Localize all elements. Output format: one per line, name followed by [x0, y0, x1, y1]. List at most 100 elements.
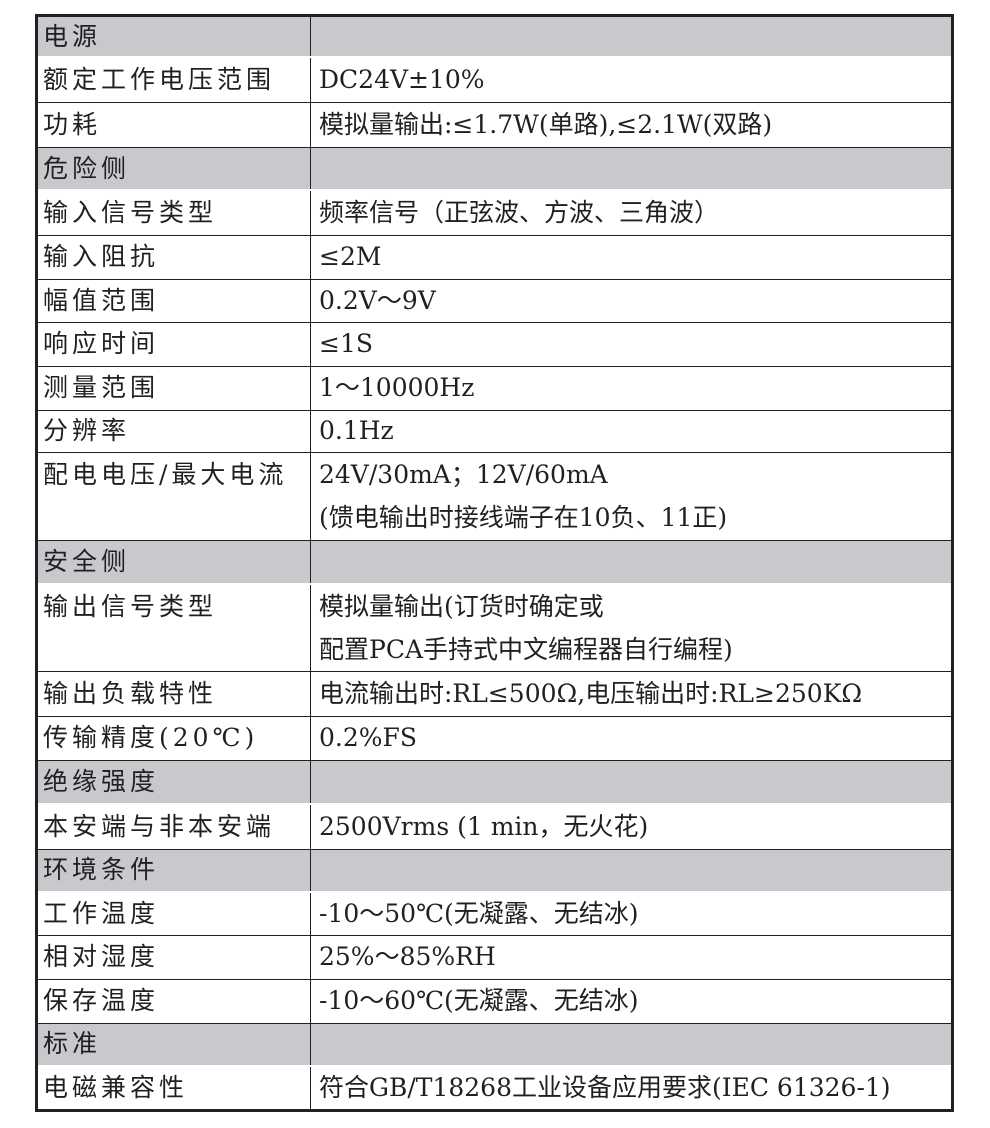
table-row: 输入阻抗 ≤2M	[36, 235, 953, 280]
label-text: 测量范围	[43, 372, 160, 402]
row-value: 24V/30mA；12V/60mA (馈电输出时接线端子在10负、11正)	[310, 452, 953, 541]
label-text: 幅值范围	[43, 285, 160, 315]
row-label: 本安端与非本安端	[36, 803, 311, 850]
table-row: 配电电压/最大电流 24V/30mA；12V/60mA (馈电输出时接线端子在10负…	[36, 452, 953, 541]
value-line: 25%～85%RH	[319, 942, 496, 971]
label-text: 电源	[43, 22, 102, 51]
section-header-row: 电源	[36, 15, 953, 58]
table-row: 分辨率 0.1Hz	[36, 410, 953, 453]
label-text: 相对湿度	[43, 942, 160, 971]
label-text: 输出信号类型	[43, 592, 218, 621]
value-line: 模拟量输出:≤1.7W(单路),≤2.1W(双路)	[319, 109, 773, 139]
row-label: 电磁兼容性	[36, 1065, 311, 1111]
row-value: 2500Vrms (1 min，无火花)	[310, 803, 953, 850]
table-row: 电磁兼容性 符合GB/T18268工业设备应用要求(IEC 61326-1)	[36, 1065, 953, 1111]
row-value	[310, 849, 953, 893]
row-value: ≤2M	[310, 235, 953, 280]
value-line: DC24V±10%	[319, 65, 485, 94]
label-text: 工作温度	[43, 898, 160, 928]
label-text: 传输精度(20℃)	[43, 723, 259, 752]
row-value: 25%～85%RH	[310, 935, 953, 980]
value-line: 模拟量输出(订货时确定或	[319, 592, 604, 621]
value-line: -10～50℃(无凝露、无结冰)	[319, 898, 639, 928]
table-row: 输入信号类型 频率信号（正弦波、方波、三角波）	[36, 190, 953, 236]
section-header-row: 危险侧	[36, 147, 953, 191]
spec-table: 电源额定工作电压范围 DC24V±10% 功耗 模拟量输出:≤1.7W(单路),≤2.…	[35, 14, 954, 1112]
section-header-row: 标准	[36, 1023, 953, 1067]
table-row: 传输精度(20℃) 0.2%FS	[36, 716, 953, 761]
value-line: 0.1Hz	[319, 415, 394, 445]
row-label: 工作温度	[36, 891, 311, 936]
row-value: DC24V±10%	[310, 57, 953, 103]
table-row: 功耗 模拟量输出:≤1.7W(单路),≤2.1W(双路)	[36, 102, 953, 148]
table-row: 响应时间 ≤1S	[36, 322, 953, 367]
table-row: 幅值范围 0.2V～9V	[36, 279, 953, 323]
row-value	[310, 15, 953, 58]
table-row: 保存温度 -10～60℃(无凝露、无结冰)	[36, 979, 953, 1024]
row-value: 符合GB/T18268工业设备应用要求(IEC 61326-1)	[310, 1065, 953, 1111]
value-line: 1～10000Hz	[319, 372, 475, 402]
value-line: 0.2%FS	[319, 723, 417, 752]
row-value	[310, 760, 953, 805]
section-header-row: 安全侧	[36, 540, 953, 585]
row-label: 输出负载特性	[36, 671, 311, 717]
table-row: 额定工作电压范围 DC24V±10%	[36, 57, 953, 103]
value-line: 符合GB/T18268工业设备应用要求(IEC 61326-1)	[319, 1072, 891, 1102]
label-text: 环境条件	[43, 855, 160, 884]
row-label: 输出信号类型	[36, 584, 311, 672]
row-label: 输入阻抗	[36, 235, 311, 280]
row-label: 危险侧	[36, 147, 311, 191]
row-label: 分辨率	[36, 410, 311, 453]
row-value: -10～60℃(无凝露、无结冰)	[310, 979, 953, 1024]
label-text: 电磁兼容性	[43, 1072, 189, 1102]
label-text: 额定工作电压范围	[43, 65, 276, 94]
row-value	[310, 1023, 953, 1067]
table-row: 本安端与非本安端 2500Vrms (1 min，无火花)	[36, 803, 953, 850]
label-text: 功耗	[43, 109, 102, 139]
table-row: 测量范围 1～10000Hz	[36, 366, 953, 411]
label-text: 配电电压/最大电流	[43, 459, 288, 489]
row-value: 模拟量输出:≤1.7W(单路),≤2.1W(双路)	[310, 102, 953, 148]
label-text: 安全侧	[43, 546, 131, 576]
row-label: 环境条件	[36, 849, 311, 893]
value-line: ≤2M	[319, 241, 382, 271]
row-label: 安全侧	[36, 540, 311, 585]
row-label: 标准	[36, 1023, 311, 1067]
row-label: 额定工作电压范围	[36, 57, 311, 103]
label-text: 输入阻抗	[43, 241, 160, 271]
row-value: 模拟量输出(订货时确定或 配置PCA手持式中文编程器自行编程)	[310, 584, 953, 672]
row-label: 保存温度	[36, 979, 311, 1024]
row-value: 1～10000Hz	[310, 366, 953, 411]
row-value: 频率信号（正弦波、方波、三角波）	[310, 190, 953, 236]
row-value: 0.2V～9V	[310, 279, 953, 323]
label-text: 标准	[43, 1029, 102, 1058]
row-value: 电流输出时:RL≤500Ω,电压输出时:RL≥250KΩ	[310, 671, 953, 717]
table-row: 输出信号类型 模拟量输出(订货时确定或 配置PCA手持式中文编程器自行编程)	[36, 584, 953, 672]
label-text: 绝缘强度	[43, 767, 160, 796]
row-label: 响应时间	[36, 322, 311, 367]
row-value: ≤1S	[310, 322, 953, 367]
label-text: 危险侧	[43, 153, 131, 183]
value-line: 2500Vrms (1 min，无火花)	[319, 811, 649, 841]
row-label: 相对湿度	[36, 935, 311, 980]
row-label: 绝缘强度	[36, 760, 311, 805]
value-line: 24V/30mA；12V/60mA	[319, 459, 608, 489]
label-text: 输入信号类型	[43, 198, 218, 227]
label-text: 响应时间	[43, 328, 160, 358]
row-value	[310, 540, 953, 585]
value-line: 电流输出时:RL≤500Ω,电压输出时:RL≥250KΩ	[319, 679, 863, 708]
table-row: 工作温度 -10～50℃(无凝露、无结冰)	[36, 891, 953, 936]
value-line: -10～60℃(无凝露、无结冰)	[319, 986, 639, 1015]
row-value	[310, 147, 953, 191]
label-text: 输出负载特性	[43, 679, 218, 708]
value-line: (馈电输出时接线端子在10负、11正)	[319, 502, 728, 532]
row-label: 功耗	[36, 102, 311, 148]
row-label: 输入信号类型	[36, 190, 311, 236]
row-value: 0.1Hz	[310, 410, 953, 453]
section-header-row: 绝缘强度	[36, 760, 953, 805]
row-label: 测量范围	[36, 366, 311, 411]
label-text: 保存温度	[43, 986, 160, 1015]
row-label: 配电电压/最大电流	[36, 452, 311, 541]
value-line: 频率信号（正弦波、方波、三角波）	[319, 198, 720, 227]
row-label: 幅值范围	[36, 279, 311, 323]
